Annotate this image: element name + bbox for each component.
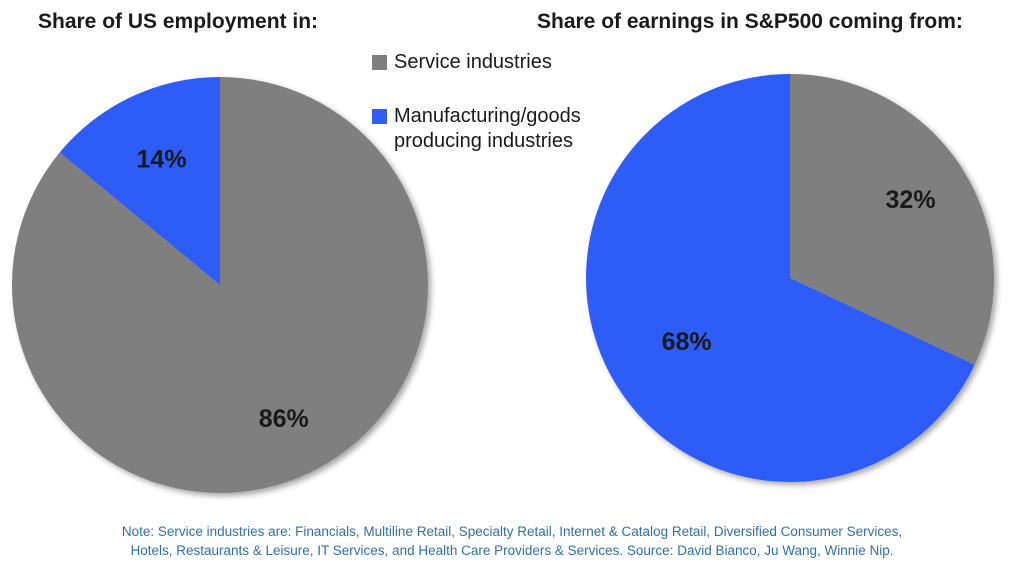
pie-slice-service xyxy=(12,77,429,493)
legend-swatch-service xyxy=(372,55,387,70)
data-label-service: 86% xyxy=(259,405,309,433)
pie-chart-earnings xyxy=(586,74,994,482)
pie-slice-manufacturing xyxy=(59,77,220,285)
pie-slice-manufacturing xyxy=(586,74,975,482)
legend-swatch-manufacturing xyxy=(372,109,387,124)
legend-label-manufacturing-line2: producing industries xyxy=(394,130,573,152)
data-label-service: 32% xyxy=(886,186,936,214)
data-label-manufacturing: 68% xyxy=(662,328,712,356)
source-note-line1: Note: Service industries are: Financials… xyxy=(121,524,903,539)
right-chart-title: Share of earnings in S&P500 coming from: xyxy=(537,10,963,33)
pie-slice-service xyxy=(790,74,994,365)
source-note-line2: Hotels, Restaurants & Leisure, IT Servic… xyxy=(130,543,894,558)
left-chart-title: Share of US employment in: xyxy=(38,10,319,33)
source-note: Note: Service industries are: Financials… xyxy=(0,522,1024,560)
legend-label-service: Service industries xyxy=(394,51,552,73)
data-label-manufacturing: 14% xyxy=(137,145,187,173)
legend-label-manufacturing-line1: Manufacturing/goods xyxy=(394,105,581,127)
pie-chart-employment xyxy=(12,77,429,493)
legend-label-manufacturing: Manufacturing/goods producing industries xyxy=(394,104,581,154)
